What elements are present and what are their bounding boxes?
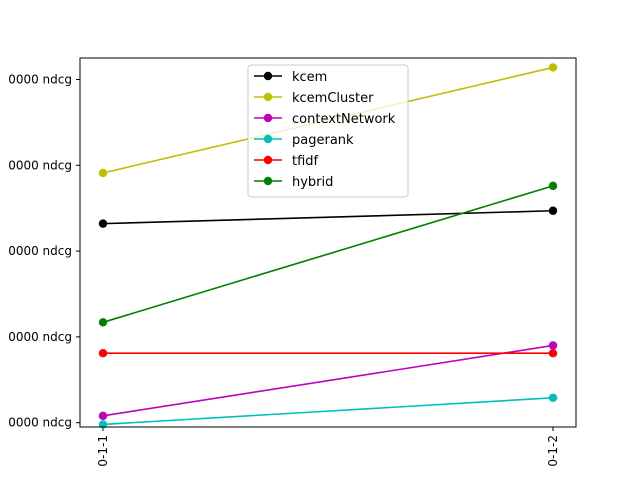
- y-axis: 0000 ndcg 0000 ndcg 0000 ndcg 0000 ndcg 0000…: [8, 72, 80, 430]
- y-tick-label: 0000 ndcg: [8, 158, 72, 172]
- legend-item: kcem: [254, 70, 327, 85]
- legend-marker: [263, 92, 273, 102]
- data-point: [548, 349, 558, 358]
- legend: kcem kcemCluster contextNetwork pagerank tfi…: [247, 64, 409, 198]
- data-point: [98, 318, 108, 327]
- legend-item: pagerank: [254, 133, 354, 148]
- legend-label: kcemCluster: [292, 91, 374, 106]
- legend-item: kcemCluster: [254, 91, 374, 106]
- legend-marker: [263, 71, 273, 81]
- data-point: [548, 63, 558, 72]
- x-tick-label: 0-1-2: [546, 435, 560, 467]
- y-tick-label: 0000 ndcg: [8, 330, 72, 344]
- data-point: [548, 206, 558, 215]
- legend-label: hybrid: [292, 175, 333, 190]
- series-line: [102, 397, 554, 426]
- y-tick-label: 0000 ndcg: [8, 244, 72, 258]
- data-point: [98, 168, 108, 178]
- x-tick-label: 0-1-1: [96, 435, 110, 467]
- series-line: [102, 209, 554, 225]
- series-kcem: [98, 206, 558, 228]
- legend-box: [247, 64, 409, 198]
- legend-marker: [263, 155, 273, 165]
- data-point: [98, 411, 108, 421]
- y-tick-label: 0000 ndcg: [8, 72, 72, 86]
- data-point: [98, 219, 108, 228]
- legend-marker: [263, 134, 273, 144]
- series-contextNetwork: [98, 341, 558, 421]
- legend-item: tfidf: [254, 154, 319, 169]
- data-point: [548, 393, 558, 403]
- x-axis: 0-1-1 0-1-2: [96, 427, 560, 467]
- legend-item: contextNetwork: [254, 112, 396, 127]
- series-line: [102, 344, 554, 417]
- series-hybrid: [98, 181, 558, 327]
- y-tick-label: 0000 ndcg: [8, 416, 72, 430]
- legend-label: tfidf: [292, 154, 319, 169]
- series-tfidf: [98, 349, 558, 358]
- series-line: [102, 185, 554, 324]
- legend-marker: [263, 176, 273, 186]
- data-point: [548, 181, 558, 191]
- series-pagerank: [98, 393, 558, 429]
- legend-item: hybrid: [254, 175, 333, 190]
- legend-label: contextNetwork: [292, 112, 396, 127]
- legend-label: kcem: [292, 70, 327, 85]
- data-point: [98, 349, 108, 358]
- plot-frame: [79, 57, 577, 428]
- data-point: [548, 341, 558, 350]
- legend-label: pagerank: [292, 133, 354, 148]
- legend-marker: [263, 113, 273, 123]
